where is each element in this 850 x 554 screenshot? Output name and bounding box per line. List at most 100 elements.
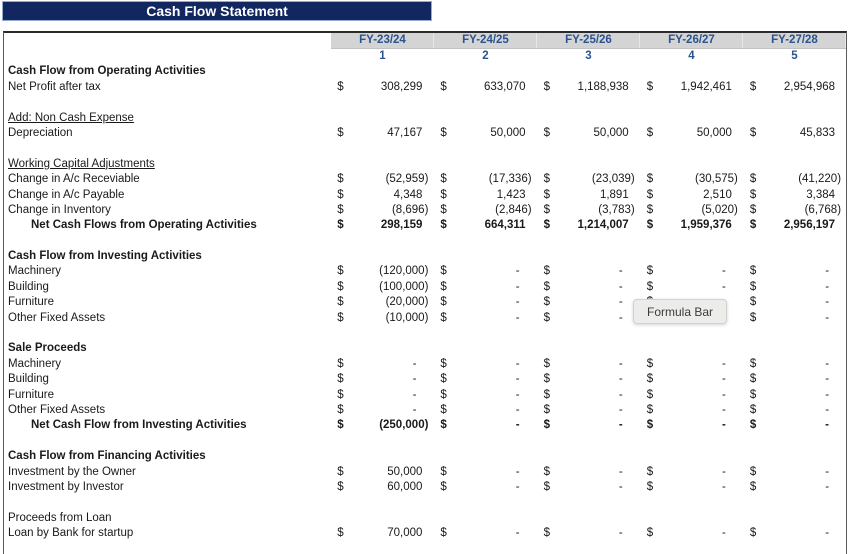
year-index-cell[interactable]: 2: [482, 50, 489, 62]
value-cell[interactable]: $2,956,197: [743, 218, 846, 233]
row-label[interactable]: Other Fixed Assets: [8, 403, 106, 416]
value-cell[interactable]: $-: [537, 372, 640, 387]
value-cell[interactable]: $-: [640, 264, 743, 279]
value-cell[interactable]: $-: [640, 480, 743, 495]
value-cell[interactable]: $ (3,783): [537, 203, 640, 218]
value-cell[interactable]: $308,299: [330, 80, 433, 95]
value-cell[interactable]: $50,000: [433, 126, 536, 141]
value-cell[interactable]: $-: [330, 388, 433, 403]
value-cell[interactable]: $ (120,000): [330, 264, 433, 279]
value-cell[interactable]: $-: [433, 418, 536, 433]
row-label[interactable]: Add: Non Cash Expense: [8, 111, 134, 124]
value-cell[interactable]: $ (5,020): [640, 203, 743, 218]
row-label[interactable]: Investment by the Owner: [8, 465, 136, 478]
year-header-cell[interactable]: FY-27/28: [743, 33, 846, 48]
row-label[interactable]: Building: [8, 373, 49, 386]
row-label[interactable]: Building: [8, 280, 49, 293]
value-cell[interactable]: $-: [743, 295, 846, 310]
value-cell[interactable]: $-: [640, 372, 743, 387]
value-cell[interactable]: $-: [433, 372, 536, 387]
value-cell[interactable]: $-: [743, 311, 846, 326]
value-cell[interactable]: $ (100,000): [330, 280, 433, 295]
value-cell[interactable]: $-: [433, 526, 536, 541]
value-cell[interactable]: $2,954,968: [743, 80, 846, 95]
title-banner[interactable]: Cash Flow Statement: [2, 1, 432, 21]
row-label[interactable]: Cash Flow from Operating Activities: [8, 65, 206, 78]
value-cell[interactable]: $-: [537, 418, 640, 433]
value-cell[interactable]: $1,214,007: [537, 218, 640, 233]
value-cell[interactable]: $-: [330, 357, 433, 372]
value-cell[interactable]: $ (6,768): [743, 203, 846, 218]
value-cell[interactable]: $45,833: [743, 126, 846, 141]
value-cell[interactable]: $298,159: [330, 218, 433, 233]
value-cell[interactable]: $50,000: [640, 126, 743, 141]
value-cell[interactable]: $-: [433, 465, 536, 480]
value-cell[interactable]: $-: [743, 372, 846, 387]
value-cell[interactable]: $-: [433, 311, 536, 326]
value-cell[interactable]: $1,891: [537, 188, 640, 203]
value-cell[interactable]: $2,510: [640, 188, 743, 203]
row-label[interactable]: Change in A/c Receviable: [8, 173, 140, 186]
row-label[interactable]: Net Profit after tax: [8, 80, 101, 93]
row-label[interactable]: Investment by Investor: [8, 480, 124, 493]
value-cell[interactable]: $1,188,938: [537, 80, 640, 95]
value-cell[interactable]: $50,000: [330, 465, 433, 480]
value-cell[interactable]: $ (8,696): [330, 203, 433, 218]
value-cell[interactable]: $664,311: [433, 218, 536, 233]
row-label[interactable]: Furniture: [8, 296, 55, 309]
row-label[interactable]: Machinery: [8, 357, 62, 370]
row-label[interactable]: Proceeds from Loan: [8, 511, 112, 524]
row-label[interactable]: Furniture: [8, 388, 55, 401]
year-index-cell[interactable]: 1: [379, 50, 386, 62]
value-cell[interactable]: $-: [743, 418, 846, 433]
value-cell[interactable]: $ (2,846): [433, 203, 536, 218]
value-cell[interactable]: $-: [537, 480, 640, 495]
value-cell[interactable]: $-: [743, 403, 846, 418]
value-cell[interactable]: $-: [743, 357, 846, 372]
value-cell[interactable]: $-: [537, 465, 640, 480]
value-cell[interactable]: $-: [743, 388, 846, 403]
value-cell[interactable]: $-: [640, 357, 743, 372]
year-header-cell[interactable]: FY-25/26: [537, 33, 640, 48]
row-label[interactable]: Other Fixed Assets: [8, 311, 106, 324]
value-cell[interactable]: $-: [537, 295, 640, 310]
value-cell[interactable]: $47,167: [330, 126, 433, 141]
value-cell[interactable]: $ (10,000): [330, 311, 433, 326]
value-cell[interactable]: $-: [743, 480, 846, 495]
value-cell[interactable]: $60,000: [330, 480, 433, 495]
year-index-cell[interactable]: 5: [791, 50, 798, 62]
value-cell[interactable]: $-: [433, 388, 536, 403]
value-cell[interactable]: $-: [640, 418, 743, 433]
value-cell[interactable]: $-: [433, 295, 536, 310]
value-cell[interactable]: $-: [330, 403, 433, 418]
value-cell[interactable]: $-: [743, 280, 846, 295]
value-cell[interactable]: $-: [640, 403, 743, 418]
value-cell[interactable]: $3,384: [743, 188, 846, 203]
value-cell[interactable]: $1,423: [433, 188, 536, 203]
value-cell[interactable]: $ (52,959): [330, 172, 433, 187]
year-index-cell[interactable]: 3: [585, 50, 592, 62]
value-cell[interactable]: $1,959,376: [640, 218, 743, 233]
value-cell[interactable]: $-: [537, 357, 640, 372]
row-label[interactable]: Loan by Bank for startup: [8, 527, 134, 540]
row-label[interactable]: Change in Inventory: [8, 203, 111, 216]
value-cell[interactable]: $-: [743, 264, 846, 279]
value-cell[interactable]: $-: [537, 264, 640, 279]
value-cell[interactable]: $633,070: [433, 80, 536, 95]
year-header-cell[interactable]: FY-23/24: [331, 33, 434, 48]
value-cell[interactable]: $ (250,000): [330, 418, 433, 433]
value-cell[interactable]: $-: [537, 403, 640, 418]
value-cell[interactable]: $-: [433, 280, 536, 295]
year-header-cell[interactable]: FY-26/27: [640, 33, 743, 48]
row-label[interactable]: Cash Flow from Financing Activities: [8, 450, 206, 463]
value-cell[interactable]: $-: [433, 264, 536, 279]
value-cell[interactable]: $-: [537, 311, 640, 326]
value-cell[interactable]: $-: [640, 280, 743, 295]
value-cell[interactable]: $-: [330, 372, 433, 387]
row-label[interactable]: Net Cash Flow from Investing Activities: [31, 419, 247, 432]
value-cell[interactable]: $-: [640, 388, 743, 403]
year-header-cell[interactable]: FY-24/25: [434, 33, 537, 48]
row-label[interactable]: Change in A/c Payable: [8, 188, 125, 201]
value-cell[interactable]: $ (23,039): [537, 172, 640, 187]
row-label[interactable]: Net Cash Flows from Operating Activities: [31, 219, 257, 232]
